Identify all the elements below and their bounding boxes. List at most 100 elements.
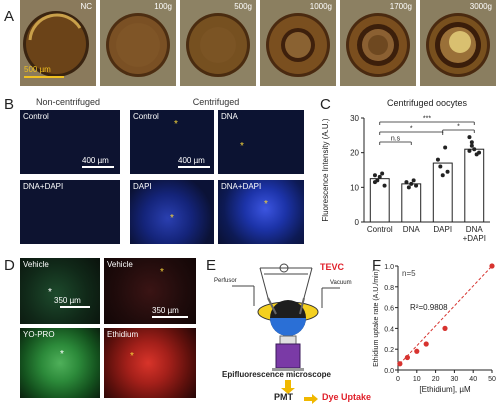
- y-tick-label: 30: [350, 114, 359, 123]
- x-tick-label: DAPI: [433, 225, 452, 234]
- fluor-tile-dna: DNA *: [218, 110, 304, 174]
- scale-label: 400 µm: [82, 156, 109, 165]
- oocyte-tile-500g: 500g: [180, 0, 256, 86]
- header-centrifuged: Centrifuged: [192, 97, 240, 107]
- data-point: [489, 263, 495, 269]
- scale-label: 400 µm: [178, 156, 205, 165]
- tile-label: YO-PRO: [23, 330, 55, 339]
- bar: [464, 148, 485, 223]
- data-point: [440, 173, 445, 178]
- scale-bar: [178, 166, 210, 168]
- tile-label: DNA+DAPI: [23, 182, 64, 191]
- scale-label: 350 µm: [54, 296, 81, 305]
- tile-label: DNA: [221, 112, 238, 121]
- data-point: [438, 164, 443, 169]
- vacuum-label: Vacuum: [330, 280, 352, 286]
- data-point: [377, 174, 382, 179]
- oocyte-label: 1700g: [389, 2, 412, 11]
- oocyte-image: [346, 13, 410, 77]
- ethidium-uptake-scatter: 0.0 0.2 0.4 0.6 0.8 1.0 0 10 20 30 40 50 [Ethidium],…: [373, 263, 496, 394]
- panel-a-strip: NC 500 µm 100g 500g 1000g: [20, 0, 498, 88]
- animal-pole-star: *: [60, 349, 64, 360]
- panel-letter-d: D: [4, 257, 15, 274]
- animal-pole-star: *: [160, 267, 164, 278]
- tile-label: DNA+DAPI: [221, 182, 262, 191]
- animal-pole-star: *: [174, 119, 178, 130]
- data-point: [442, 325, 448, 331]
- oocyte-label: 3000g: [469, 2, 492, 11]
- data-point: [372, 173, 377, 178]
- x-tick-label: 10: [413, 376, 421, 383]
- fluor-tile-dapi: DAPI *: [130, 180, 214, 244]
- fluor-tile-dna-dapi-centrifuged: DNA+DAPI *: [218, 180, 304, 244]
- fluorescence-bar-chart: Centrifuged oocytes 0 10 20 30 Fluorescence I…: [321, 98, 490, 243]
- data-point: [382, 183, 387, 188]
- data-point: [380, 171, 385, 176]
- data-point: [469, 140, 474, 145]
- panel-letter-b: B: [4, 96, 15, 113]
- fluor-tile-dna-dapi-noncentrifuged: DNA+DAPI: [20, 180, 120, 244]
- data-point: [469, 143, 474, 148]
- data-point: [467, 148, 472, 153]
- data-point: [404, 354, 410, 361]
- fit-line: [399, 265, 493, 365]
- significance-label: n.s: [391, 136, 401, 143]
- animal-pole-star: *: [240, 141, 244, 152]
- tile-label: DAPI: [133, 182, 152, 191]
- chart-title: Centrifuged oocytes: [387, 98, 468, 108]
- x-tick-label: 50: [488, 376, 496, 383]
- scale-bar: [24, 76, 64, 78]
- tile-label: Vehicle: [107, 260, 133, 269]
- x-tick-label: 30: [451, 376, 459, 383]
- tile-label: Vehicle: [23, 260, 49, 269]
- oocyte-tile-100g: 100g: [100, 0, 176, 86]
- oocyte-tile-1700g: 1700g: [340, 0, 416, 86]
- oocyte-label: 100g: [154, 2, 172, 11]
- data-point: [397, 361, 403, 367]
- tevc-label: TEVC: [320, 262, 345, 272]
- panel-letter-e: E: [206, 257, 217, 274]
- fluor-tile-control-noncentrifuged: Control 400 µm: [20, 110, 120, 174]
- header-non-centrifuged: Non-centrifuged: [35, 97, 101, 107]
- data-point: [404, 180, 409, 185]
- scale-bar: [152, 316, 188, 318]
- y-tick-label: 0.6: [384, 306, 394, 313]
- bar: [432, 162, 453, 223]
- x-tick-label: 40: [469, 376, 477, 383]
- oocyte-label: 500g: [234, 2, 252, 11]
- animal-pole-star: *: [264, 199, 268, 210]
- data-point: [372, 180, 377, 185]
- fluor-tile-control-centrifuged: Control * 400 µm: [130, 110, 214, 174]
- data-point: [423, 341, 429, 347]
- x-tick-label: 0: [396, 376, 400, 383]
- oocyte-tile-1000g: 1000g: [260, 0, 336, 86]
- data-point: [435, 157, 440, 162]
- oocyte-tile-3000g: 3000g: [420, 0, 496, 86]
- data-point: [409, 181, 414, 186]
- tile-label: Control: [133, 112, 159, 121]
- significance-label: *: [457, 124, 460, 131]
- oocyte-label: 1000g: [309, 2, 332, 11]
- oocyte-image: [186, 13, 250, 77]
- fluor-tile-ethidium: Ethidium *: [104, 328, 196, 398]
- fluor-tile-vehicle-red: Vehicle * 350 µm: [104, 258, 196, 324]
- tile-label: Ethidium: [107, 330, 139, 339]
- tile-label: Control: [23, 112, 49, 121]
- panel-letter-f: F: [372, 257, 382, 274]
- oocyte-image: [106, 13, 170, 77]
- x-tick-label: +DAPI: [463, 234, 486, 243]
- scale-label: 500 µm: [24, 65, 51, 74]
- y-tick-label: 0.2: [384, 347, 394, 354]
- animal-pole-star: *: [130, 351, 134, 362]
- fluor-tile-vehicle-green: Vehicle *: [20, 258, 100, 324]
- animal-pole-star: *: [170, 213, 174, 224]
- setup-diagram: [232, 263, 340, 404]
- scale-bar: [60, 306, 90, 308]
- data-point: [406, 185, 411, 190]
- scale-label: 350 µm: [152, 306, 179, 315]
- data-point: [467, 135, 472, 140]
- oocyte-image: [266, 13, 330, 77]
- y-tick-label: 0.8: [384, 285, 394, 292]
- annotation-r2: R²=0.9808: [410, 303, 448, 312]
- panel-letter-c: C: [320, 96, 331, 113]
